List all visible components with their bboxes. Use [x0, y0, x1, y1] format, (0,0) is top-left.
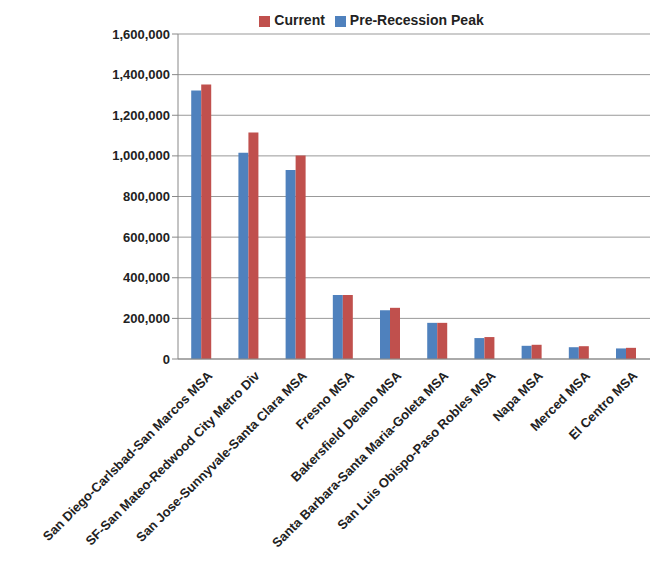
- svg-text:200,000: 200,000: [123, 311, 170, 326]
- svg-text:Fresno MSA: Fresno MSA: [292, 368, 357, 433]
- svg-text:San Luis Obispo-Paso Robles MS: San Luis Obispo-Paso Robles MSA: [334, 368, 499, 533]
- svg-text:Bakersfield Delano MSA: Bakersfield Delano MSA: [287, 368, 405, 485]
- svg-text:1,200,000: 1,200,000: [112, 108, 170, 123]
- svg-text:800,000: 800,000: [123, 189, 170, 204]
- svg-text:Santa Barbara-Santa Maria-Gole: Santa Barbara-Santa Maria-Goleta MSA: [269, 368, 452, 551]
- html-text:Current: Current: [274, 12, 325, 28]
- svg-text:El Centro MSA: El Centro MSA: [566, 368, 641, 443]
- svg-text:1,400,000: 1,400,000: [112, 67, 170, 82]
- svg-text:San Jose-Sunnyvale-Santa Clara: San Jose-Sunnyvale-Santa Clara MSA: [133, 368, 310, 545]
- svg-text:Merced MSA: Merced MSA: [527, 368, 593, 434]
- svg-text:0: 0: [163, 352, 170, 367]
- svg-text:Napa MSA: Napa MSA: [489, 368, 546, 425]
- svg-text:SF-San Mateo-Redwood City Metr: SF-San Mateo-Redwood City Metro Div: [82, 368, 263, 549]
- svg-text:1,600,000: 1,600,000: [112, 27, 170, 42]
- svg-text:600,000: 600,000: [123, 230, 170, 245]
- html-text:Pre-Recession Peak: Pre-Recession Peak: [349, 12, 484, 28]
- svg-text:1,000,000: 1,000,000: [112, 148, 170, 163]
- svg-text:San Diego-Carlsbad-San Marcos: San Diego-Carlsbad-San Marcos MSA: [40, 368, 216, 544]
- svg-text:400,000: 400,000: [123, 270, 170, 285]
